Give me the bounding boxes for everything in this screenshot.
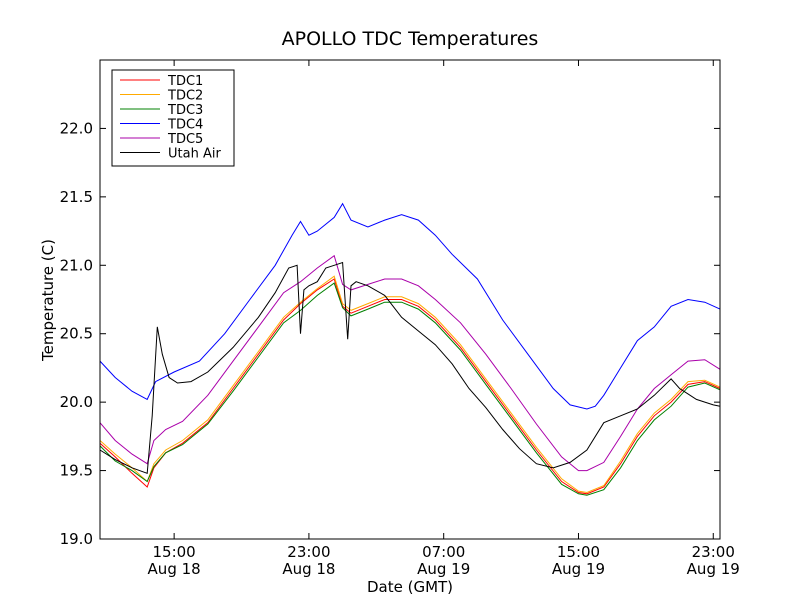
x-tick-label-date: Aug 19 xyxy=(552,560,605,578)
series-line-tdc4 xyxy=(99,202,721,410)
x-tick-label-time: 15:00 xyxy=(557,543,600,561)
x-tick-label-date: Aug 19 xyxy=(417,560,470,578)
series-line-tdc2 xyxy=(99,275,721,494)
axes-frame xyxy=(99,59,721,540)
y-tick-label: 21.5 xyxy=(60,188,93,206)
legend-box xyxy=(111,69,235,167)
x-tick-label-time: 23:00 xyxy=(287,543,330,561)
legend-label-tdc3: TDC3 xyxy=(167,103,203,118)
x-tick-label-time: 23:00 xyxy=(692,543,735,561)
series-line-utah-air xyxy=(99,261,721,474)
legend-label-tdc2: TDC2 xyxy=(167,89,203,104)
series-line-tdc3 xyxy=(99,282,721,496)
y-tick-label: 19.0 xyxy=(60,530,93,548)
y-tick-label: 21.0 xyxy=(60,256,93,274)
y-tick-label: 19.5 xyxy=(60,462,93,480)
y-tick-label: 20.5 xyxy=(60,325,93,343)
x-tick-label-time: 07:00 xyxy=(422,543,465,561)
legend-label-tdc4: TDC4 xyxy=(167,118,203,133)
x-tick-label-date: Aug 19 xyxy=(687,560,740,578)
x-tick-label-date: Aug 18 xyxy=(282,560,335,578)
legend-label-tdc5: TDC5 xyxy=(167,132,203,147)
series-line-tdc1 xyxy=(99,278,721,495)
x-tick-label-time: 15:00 xyxy=(153,543,196,561)
chart-title: APOLLO TDC Temperatures xyxy=(282,28,539,50)
legend-label-tdc1: TDC1 xyxy=(167,74,203,89)
y-axis-title: Temperature (C) xyxy=(39,239,57,362)
y-tick-label: 20.0 xyxy=(60,393,93,411)
y-tick-label: 22.0 xyxy=(60,119,93,137)
x-tick-label-date: Aug 18 xyxy=(148,560,201,578)
series-line-tdc5 xyxy=(99,254,721,472)
x-axis-title: Date (GMT) xyxy=(367,578,453,596)
legend-label-utah-air: Utah Air xyxy=(168,147,221,162)
plot-area xyxy=(99,202,721,496)
